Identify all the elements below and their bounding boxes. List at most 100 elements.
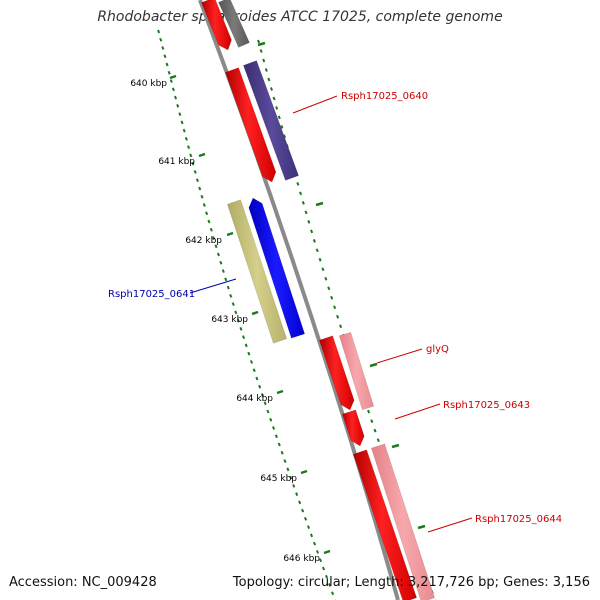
tick-dot bbox=[269, 87, 274, 91]
label-leader-line bbox=[189, 278, 237, 294]
tick-dot bbox=[330, 295, 334, 300]
tick-dot bbox=[295, 492, 299, 496]
gene-feature-red bbox=[201, 0, 232, 51]
kbp-label-641: 641 kbp bbox=[158, 157, 195, 167]
tick-dot bbox=[171, 87, 175, 92]
tick-dot bbox=[277, 115, 281, 120]
tick-dot bbox=[258, 384, 262, 389]
gene-feature-red bbox=[352, 449, 418, 600]
tick-dot bbox=[292, 483, 296, 488]
tick-dot bbox=[226, 285, 230, 290]
tick-dot bbox=[157, 29, 161, 34]
gene-feature-pink bbox=[370, 443, 436, 600]
tick-dot bbox=[325, 574, 329, 579]
tick-dot bbox=[214, 244, 218, 249]
tick-dot bbox=[333, 305, 337, 310]
tick-dot bbox=[219, 260, 223, 265]
tick-dot bbox=[272, 426, 276, 430]
tick-dot bbox=[370, 419, 374, 424]
tick-dot bbox=[198, 186, 202, 191]
tick-dot bbox=[324, 276, 328, 281]
label-leaders-group bbox=[189, 95, 473, 533]
tick-dot bbox=[321, 267, 325, 272]
tick-dot bbox=[267, 77, 271, 82]
tick-dot bbox=[221, 269, 225, 273]
tick-dot bbox=[165, 62, 169, 67]
gene-feature-red bbox=[341, 409, 365, 447]
tick-dot bbox=[367, 409, 371, 414]
tick-dot bbox=[209, 227, 213, 232]
tick-dot bbox=[159, 37, 163, 42]
tick-dot bbox=[310, 229, 314, 234]
tick-dot bbox=[252, 368, 256, 373]
tick-dot bbox=[260, 393, 264, 397]
tick-dot bbox=[212, 236, 216, 240]
tick-dot bbox=[167, 70, 171, 75]
tick-dot bbox=[207, 219, 211, 224]
tick-mark bbox=[391, 443, 400, 449]
tick-dot bbox=[249, 360, 254, 364]
tick-dot bbox=[176, 103, 180, 108]
gene-feature-pink bbox=[338, 331, 375, 411]
tick-dot bbox=[236, 318, 240, 323]
tick-dot bbox=[193, 170, 197, 174]
tick-dot bbox=[259, 49, 263, 53]
backbone-line bbox=[198, 0, 400, 600]
tick-dot bbox=[269, 417, 273, 422]
tick-dot bbox=[309, 533, 314, 538]
tick-dot bbox=[280, 450, 284, 455]
tick-dot bbox=[289, 475, 293, 480]
tick-dot bbox=[202, 203, 206, 207]
kbp-label-642: 642 kbp bbox=[185, 236, 222, 246]
tick-dot bbox=[304, 517, 308, 521]
tick-dot bbox=[178, 112, 182, 116]
tick-dot bbox=[247, 351, 251, 356]
tick-dot bbox=[318, 257, 322, 262]
tick-dot bbox=[262, 58, 266, 63]
gene-label-rsph17025-0640[interactable]: Rsph17025_0640 bbox=[341, 91, 428, 102]
tick-dot bbox=[336, 314, 340, 319]
tick-dot bbox=[307, 219, 311, 224]
tick-dot bbox=[301, 200, 305, 205]
tick-dot bbox=[286, 467, 290, 472]
tick-dot bbox=[244, 343, 248, 348]
tick-dot bbox=[376, 438, 380, 443]
gene-label-glyq[interactable]: glyQ bbox=[426, 344, 449, 355]
tick-marks-group bbox=[169, 41, 426, 555]
tick-dot bbox=[195, 178, 199, 183]
backbone-group bbox=[198, 0, 400, 600]
tick-dot bbox=[373, 428, 377, 433]
tick-dot bbox=[299, 191, 303, 196]
tick-dot bbox=[216, 252, 220, 257]
tick-dot bbox=[274, 434, 278, 439]
tick-dot bbox=[266, 409, 270, 414]
genome-summary-text: Topology: circular; Length: 3,217,726 bp… bbox=[232, 575, 590, 590]
tick-dot bbox=[191, 161, 195, 166]
tick-dot bbox=[169, 79, 173, 83]
tick-dot bbox=[280, 125, 284, 129]
tick-dot bbox=[283, 134, 287, 139]
tick-dot bbox=[301, 508, 305, 513]
tick-dot bbox=[239, 327, 243, 331]
tick-dot bbox=[163, 54, 167, 59]
tick-dot bbox=[231, 302, 235, 306]
gene-feature-olive bbox=[226, 199, 288, 344]
tick-dot bbox=[257, 39, 261, 44]
tick-mark bbox=[417, 524, 426, 530]
tick-dot bbox=[161, 46, 165, 50]
gene-label-rsph17025-0644[interactable]: Rsph17025_0644 bbox=[475, 514, 562, 525]
tick-dot bbox=[224, 277, 228, 282]
tick-mark bbox=[169, 74, 177, 80]
tick-dot bbox=[312, 238, 316, 243]
tick-dot bbox=[205, 211, 209, 216]
tick-dot bbox=[174, 95, 178, 100]
gene-label-rsph17025-0641[interactable]: Rsph17025_0641 bbox=[108, 289, 195, 300]
kbp-label-640: 640 kbp bbox=[130, 79, 167, 89]
gene-feature-gray bbox=[218, 0, 250, 48]
tick-dot bbox=[315, 248, 319, 253]
gene-feature-red bbox=[318, 335, 355, 411]
tick-dot bbox=[264, 68, 268, 72]
gene-label-rsph17025-0643[interactable]: Rsph17025_0643 bbox=[443, 400, 530, 411]
gene-feature-purple bbox=[243, 60, 299, 181]
